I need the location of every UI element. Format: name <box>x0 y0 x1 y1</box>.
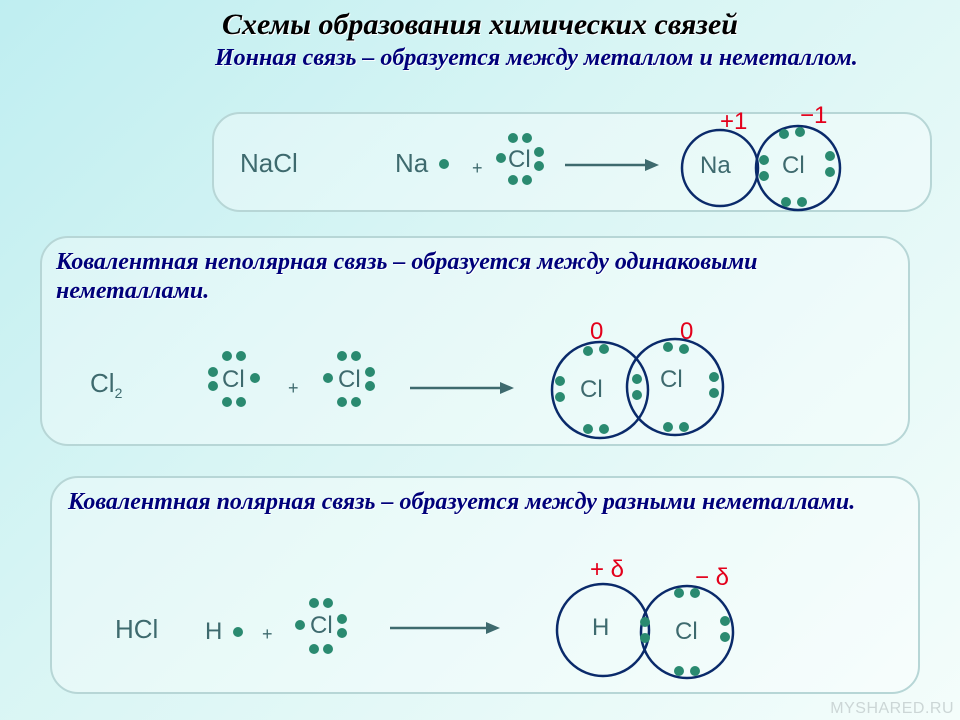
polar-plus-icon: + <box>262 624 273 645</box>
ionic-product-cl: Cl <box>782 152 805 180</box>
nonpolar-left-atom: Cl <box>222 366 245 394</box>
ionic-product-na: Na <box>700 152 731 180</box>
ionic-heading: Ионная связь – образуется между металлом… <box>215 44 935 73</box>
polar-heading: Ковалентная полярная связь – образуется … <box>68 488 898 517</box>
polar-right-atom: Cl <box>310 612 333 640</box>
polar-left-atom: H <box>205 618 222 646</box>
ionic-arrow-icon <box>565 155 665 175</box>
nonpolar-formula-base: Cl <box>90 368 115 398</box>
page-title: Схемы образования химических связей <box>0 8 960 42</box>
ionic-na-dot <box>438 148 458 178</box>
nonpolar-heading: Ковалентная неполярная связь – образуетс… <box>56 248 896 306</box>
nonpolar-cl1-dots <box>205 348 285 418</box>
polar-product-cl: Cl <box>675 618 698 646</box>
polar-h-dot <box>230 622 250 642</box>
polar-formula: HCl <box>115 614 158 645</box>
ionic-left-atom: Na <box>395 148 428 179</box>
nonpolar-product-cl2: Cl <box>660 366 683 394</box>
ionic-right-atom: Cl <box>508 146 531 174</box>
polar-arrow-icon <box>390 618 510 638</box>
nonpolar-product-cl1: Cl <box>580 376 603 404</box>
ionic-cl-dots <box>495 130 575 200</box>
nonpolar-plus-icon: + <box>288 378 299 399</box>
nonpolar-right-atom: Cl <box>338 366 361 394</box>
ionic-plus-icon: + <box>472 158 483 179</box>
polar-product-h: H <box>592 614 609 642</box>
nonpolar-arrow-icon <box>410 378 520 398</box>
ionic-formula: NaCl <box>240 148 298 179</box>
polar-product <box>545 575 775 690</box>
nonpolar-product <box>540 335 760 445</box>
nonpolar-formula: Cl2 <box>90 368 122 401</box>
watermark: MYSHARED.RU <box>830 700 954 718</box>
nonpolar-formula-sub: 2 <box>115 385 123 401</box>
